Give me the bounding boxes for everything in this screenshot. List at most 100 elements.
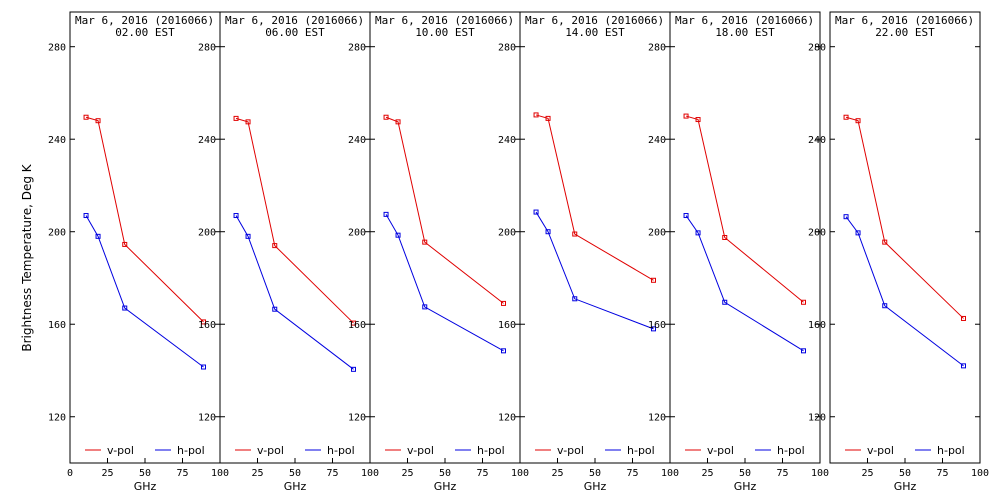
x-tick-label: 100 (361, 468, 379, 479)
data-point-h-pol (651, 326, 656, 332)
panel-3: 120 160 200 240 280 25 50 75 100 GHz Mar 6, 2016 (… (348, 11, 529, 493)
panel-time-label: 18.00 EST (715, 26, 775, 39)
data-point-v-pol (855, 118, 861, 124)
data-point-v-pol (801, 299, 806, 305)
x-tick-label: 25 (701, 468, 713, 479)
series-line-v-pol (85, 116, 204, 323)
panel-5: 120 160 200 240 280 25 50 75 100 GHz Mar 6, 2016 (… (648, 11, 829, 493)
panel-time-label: 22.00 EST (875, 26, 935, 39)
panel-date-label: Mar 6, 2016 (2016066) (835, 14, 974, 27)
series-line-v-pol (685, 115, 804, 303)
data-point-h-pol (122, 305, 128, 311)
x-tick-label: 100 (971, 468, 989, 479)
data-point-h-pol (545, 229, 551, 235)
x-axis-title: GHz (284, 480, 307, 493)
y-tick-label: 280 (498, 43, 516, 54)
panel-time-label: 06.00 EST (265, 26, 325, 39)
data-point-h-pol (272, 306, 278, 312)
y-tick-label: 200 (48, 228, 66, 239)
data-point-h-pol (882, 303, 888, 309)
series-line-h-pol (535, 211, 654, 330)
data-point-h-pol (533, 209, 539, 215)
series-line-v-pol (535, 114, 654, 281)
y-tick-label: 280 (48, 43, 66, 54)
x-axis-title: GHz (894, 480, 917, 493)
x-tick-label: 25 (551, 468, 563, 479)
data-point-h-pol (855, 230, 861, 236)
x-tick-label: 100 (211, 468, 229, 479)
y-tick-label: 160 (198, 320, 216, 331)
y-tick-label: 160 (48, 320, 66, 331)
data-point-v-pol (233, 115, 239, 121)
x-axis-title: GHz (734, 480, 757, 493)
panel-2: 120 160 200 240 280 25 50 75 100 GHz Mar 6, 2016 (… (198, 11, 379, 493)
x-axis-title: GHz (584, 480, 607, 493)
panel-time-label: 14.00 EST (565, 26, 625, 39)
data-point-h-pol (695, 230, 701, 236)
x-tick-label: 50 (139, 468, 151, 479)
panels-group: 120 160 200 240 280 0 25 50 75 100 GHz Mar 6, 2016 … (48, 11, 989, 493)
data-point-v-pol (572, 231, 578, 237)
data-point-h-pol (245, 233, 251, 239)
legend-label-v-pol: v-pol (407, 444, 434, 457)
y-tick-label: 200 (198, 228, 216, 239)
series-line-h-pol (845, 216, 964, 367)
x-tick-label: 50 (439, 468, 451, 479)
y-tick-label: 240 (198, 135, 216, 146)
data-point-v-pol (882, 239, 888, 245)
x-tick-label: 75 (476, 468, 488, 479)
data-point-v-pol (395, 119, 401, 125)
data-point-h-pol (422, 304, 428, 310)
x-tick-label: 25 (101, 468, 113, 479)
y-tick-label: 240 (808, 135, 826, 146)
y-tick-label: 120 (348, 413, 366, 424)
x-tick-label: 100 (811, 468, 829, 479)
y-tick-label: 200 (648, 228, 666, 239)
y-tick-label: 160 (498, 320, 516, 331)
x-tick-label: 75 (176, 468, 188, 479)
x-tick-label: 75 (776, 468, 788, 479)
data-point-h-pol (201, 364, 206, 370)
data-point-h-pol (233, 213, 239, 219)
x-tick-label: 25 (251, 468, 263, 479)
legend-label-h-pol: h-pol (627, 444, 655, 457)
panel-date-label: Mar 6, 2016 (2016066) (225, 14, 364, 27)
data-point-v-pol (272, 243, 278, 249)
data-point-h-pol (722, 299, 728, 305)
data-point-v-pol (422, 239, 428, 245)
x-tick-label: 75 (626, 468, 638, 479)
data-point-v-pol (501, 300, 506, 306)
series-line-v-pol (845, 116, 964, 319)
y-tick-label: 120 (48, 413, 66, 424)
y-tick-label: 280 (808, 43, 826, 54)
panel-4: 120 160 200 240 280 25 50 75 100 GHz Mar 6, 2016 (… (498, 11, 679, 493)
legend-label-v-pol: v-pol (257, 444, 284, 457)
data-point-h-pol (572, 296, 578, 302)
y-tick-label: 160 (648, 320, 666, 331)
data-point-h-pol (501, 348, 506, 354)
x-tick-label: 75 (326, 468, 338, 479)
y-tick-label: 240 (48, 135, 66, 146)
legend-label-h-pol: h-pol (937, 444, 965, 457)
y-tick-label: 280 (348, 43, 366, 54)
panel-1: 120 160 200 240 280 0 25 50 75 100 GHz Mar 6, 2016 … (48, 11, 229, 493)
data-point-v-pol (533, 112, 539, 118)
data-point-h-pol (801, 348, 806, 354)
y-tick-label: 200 (348, 228, 366, 239)
x-tick-label: 50 (739, 468, 751, 479)
y-tick-label: 280 (648, 43, 666, 54)
y-tick-label: 280 (198, 43, 216, 54)
data-point-v-pol (961, 315, 966, 321)
legend-label-h-pol: h-pol (327, 444, 355, 457)
x-tick-label: 75 (936, 468, 948, 479)
x-tick-label: 0 (67, 468, 73, 479)
x-tick-label: 100 (661, 468, 679, 479)
data-point-v-pol (95, 118, 101, 124)
panel-date-label: Mar 6, 2016 (2016066) (675, 14, 814, 27)
x-tick-label: 25 (401, 468, 413, 479)
series-line-h-pol (385, 214, 504, 352)
data-point-v-pol (245, 119, 251, 125)
series-line-h-pol (85, 215, 204, 368)
panel-6: 120 160 200 240 280 25 50 75 100 GHz Mar 6, 2016 (… (808, 11, 989, 493)
